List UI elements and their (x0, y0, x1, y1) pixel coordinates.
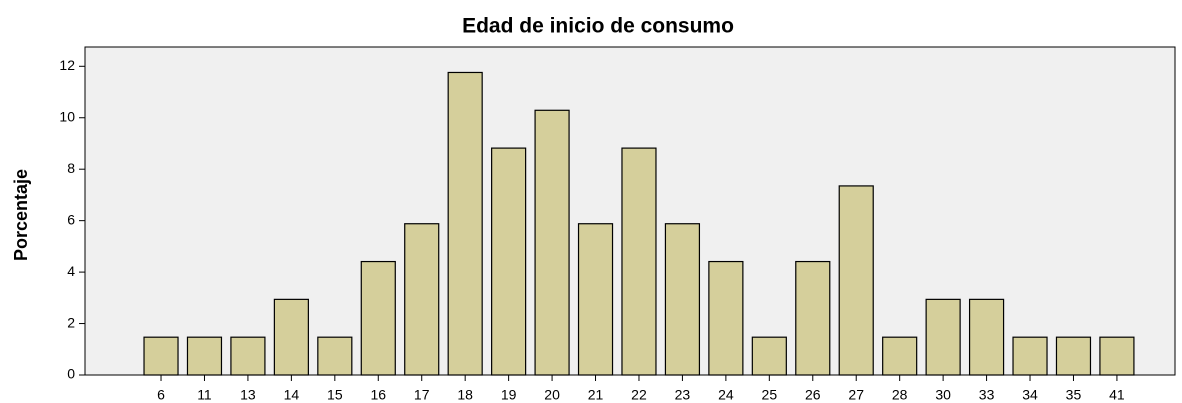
bar (534, 109, 570, 376)
bar (143, 336, 179, 376)
x-tick-label: 25 (762, 387, 778, 403)
bar (838, 185, 874, 376)
y-tick-label: 8 (67, 160, 75, 176)
bar (882, 336, 918, 376)
x-tick-label: 18 (457, 387, 473, 403)
x-tick-label: 19 (501, 387, 517, 403)
x-tick-label: 15 (327, 387, 343, 403)
bar (968, 298, 1005, 376)
bar (317, 336, 353, 376)
y-tick-label: 6 (67, 211, 75, 227)
x-tick-label: 16 (370, 387, 386, 403)
x-tick-label: 22 (631, 387, 647, 403)
x-tick-label: 21 (588, 387, 604, 403)
x-tick-label: 34 (1022, 387, 1038, 403)
bar (1012, 336, 1048, 376)
chart-title: Edad de inicio de consumo (462, 15, 734, 38)
x-tick-label: 6 (157, 387, 165, 403)
bar (795, 260, 831, 376)
bar (230, 336, 266, 376)
y-tick-label: 4 (67, 263, 75, 279)
bar (621, 147, 657, 376)
x-tick-label: 24 (718, 387, 734, 403)
y-tick-label: 12 (59, 57, 75, 73)
x-tick-label: 13 (240, 387, 256, 403)
bar (751, 336, 787, 376)
y-tick-label: 0 (67, 366, 75, 382)
y-tick-label: 2 (67, 314, 75, 330)
bar (186, 336, 223, 376)
bar (273, 298, 309, 376)
bar (360, 260, 396, 376)
x-tick-label: 28 (892, 387, 908, 403)
y-tick-label: 10 (59, 108, 75, 124)
x-tick-label: 33 (979, 387, 995, 403)
x-tick-label: 41 (1109, 387, 1125, 403)
bar (447, 71, 483, 376)
bar (1099, 336, 1135, 376)
y-axis-label: Porcentaje (11, 169, 31, 261)
x-tick-label: 17 (414, 387, 430, 403)
bar (708, 260, 744, 376)
bar (664, 223, 701, 376)
bar (1055, 336, 1092, 376)
x-tick-label: 27 (848, 387, 864, 403)
bar (925, 298, 961, 376)
x-tick-label: 23 (675, 387, 691, 403)
x-tick-label: 35 (1066, 387, 1082, 403)
x-tick-label: 20 (544, 387, 560, 403)
x-tick-label: 14 (284, 387, 300, 403)
bar (577, 223, 614, 376)
x-tick-label: 30 (935, 387, 951, 403)
x-tick-label: 26 (805, 387, 821, 403)
x-tick-label: 11 (197, 387, 212, 403)
bar (404, 223, 440, 376)
bar (491, 147, 527, 376)
